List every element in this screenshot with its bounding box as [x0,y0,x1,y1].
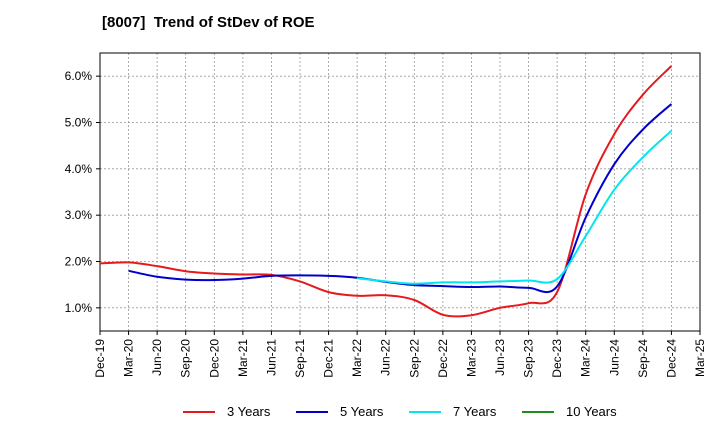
x-tick-label: Dec-24 [664,339,678,378]
x-tick-label: Jun-21 [264,339,278,376]
x-tick-label: Dec-23 [550,339,564,378]
x-tick-label: Jun-20 [150,339,164,376]
x-tick-label: Mar-23 [464,339,478,377]
y-tick-label: 4.0% [65,162,93,176]
plot-border [99,52,701,332]
x-tick-label: Mar-24 [579,339,593,377]
y-tick-label: 2.0% [65,255,93,269]
legend-label: 3 Years [227,404,271,419]
x-tick-label: Dec-20 [207,339,221,378]
series-line-7-years [356,130,673,285]
x-tick-label: Jun-22 [379,339,393,376]
x-tick-label: Dec-21 [322,339,336,378]
series-line-3-years [99,65,673,318]
x-tick-label: Mar-22 [350,339,364,377]
legend-swatch [522,410,554,413]
x-tick-label: Mar-21 [236,339,250,377]
chart-legend: 3 Years 5 Years 7 Years 10 Years [0,404,720,426]
legend-swatch [409,410,441,413]
y-tick-label: 3.0% [65,208,93,222]
legend-item: 10 Years [522,404,617,419]
legend-label: 5 Years [340,404,384,419]
y-tick-label: 1.0% [65,301,93,315]
chart-title: [8007] Trend of StDev of ROE [102,14,315,31]
legend-label: 7 Years [453,404,497,419]
y-tick-label: 6.0% [65,69,93,83]
legend-item: 3 Years [183,404,270,419]
x-tick-label: Sep-20 [179,339,193,378]
x-tick-label: Jun-23 [493,339,507,376]
x-tick-label: Jun-24 [607,339,621,376]
legend-swatch [183,410,215,413]
legend-item: 5 Years [296,404,383,419]
y-tick-label: 5.0% [65,116,93,130]
line-chart: 1.0% 2.0% 3.0% 4.0% 5.0% 6.0% Dec-19 Mar-20 Jun-… [65,52,707,378]
x-tick-label: Dec-19 [93,339,107,378]
x-tick-label: Dec-22 [436,339,450,378]
x-tick-label: Sep-23 [522,339,536,378]
x-tick-label: Mar-20 [122,339,136,377]
x-tick-label: Sep-22 [407,339,421,378]
plot-area [100,53,700,331]
legend-item: 7 Years [409,404,496,419]
legend-label: 10 Years [566,404,617,419]
x-tick-label: Sep-21 [293,339,307,378]
x-tick-label: Sep-24 [636,339,650,378]
legend-swatch [296,410,328,413]
x-tick-label: Mar-25 [693,339,707,377]
